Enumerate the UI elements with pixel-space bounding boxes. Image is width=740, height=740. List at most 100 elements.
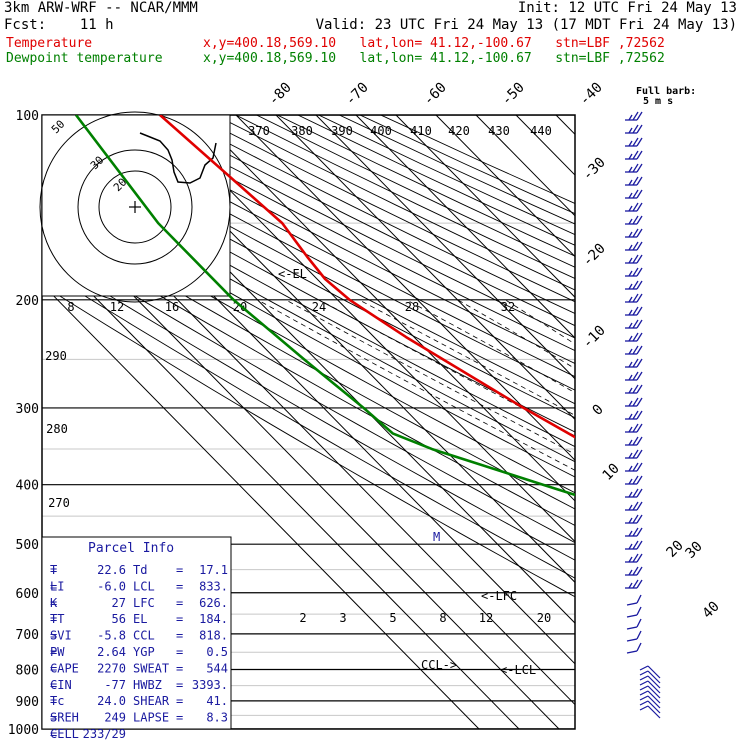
wind-barb	[625, 228, 643, 238]
temp-legend-label: Temperature	[6, 36, 93, 51]
wind-barb-flag	[632, 228, 639, 238]
wind-barb-flag	[628, 127, 633, 134]
wind-barb-flag	[636, 642, 642, 652]
parcel-row-value: 17.1	[199, 563, 228, 577]
parcel-row-value: 22.6	[97, 563, 126, 577]
wind-barb-flag	[636, 345, 643, 355]
wind-barb-flag	[628, 387, 633, 394]
wind-barb-flag	[628, 244, 633, 251]
wind-barb-staff	[626, 626, 638, 630]
parcel-row-label: TT	[50, 612, 64, 626]
parcel-row-value: 184.	[199, 612, 228, 626]
pressure-tick-label: 400	[16, 479, 39, 494]
theta-side-label: 280	[46, 422, 68, 436]
wind-barb	[625, 267, 643, 277]
wind-barb-flag	[632, 488, 639, 498]
wind-barb-flag	[632, 267, 639, 277]
temperature-tick-label: -70	[343, 80, 372, 109]
wind-barb	[626, 606, 642, 618]
wind-barb-flag	[639, 705, 649, 711]
theta-tick-label: 440	[530, 124, 552, 138]
wind-barb-flag	[636, 436, 643, 446]
init-time: Init: 12 UTC Fri 24 May 13	[517, 0, 737, 16]
wind-barb-flag	[636, 397, 643, 407]
wind-barb	[625, 397, 643, 407]
parcel-row-label: SVI	[50, 629, 72, 643]
wind-barb-flag	[632, 514, 639, 524]
wind-barb-flag	[636, 137, 643, 147]
temperature-tick-label: -10	[580, 323, 609, 352]
wind-barb-flag	[628, 218, 633, 225]
wind-barb	[625, 137, 643, 147]
dry-adiabat-line	[42, 284, 575, 598]
pressure-tick-label: 600	[16, 587, 39, 602]
wind-barb-flag	[632, 579, 639, 589]
parcel-row-label: LAPSE	[133, 711, 169, 725]
wind-barb-flag	[632, 306, 639, 316]
wind-barb	[625, 488, 643, 498]
wind-barb-flag	[628, 166, 633, 173]
wind-barb	[625, 254, 643, 264]
wind-barb-flag	[636, 527, 643, 537]
wind-barb-flag	[628, 140, 633, 147]
isotherm-line	[42, 242, 520, 729]
pressure-tick-label: 500	[16, 538, 39, 553]
wind-barb	[625, 358, 643, 368]
parcel-row-value: 2.64	[97, 645, 126, 659]
dry-adiabat-line	[42, 225, 575, 526]
valid-time: Valid: 23 UTC Fri 24 May 13 (17 MDT Fri …	[315, 17, 737, 33]
temperature-tick-label: 40	[700, 599, 723, 622]
wind-barb-flag	[632, 293, 639, 303]
wind-barb-flag	[628, 426, 633, 433]
theta-side-label: 290	[45, 349, 67, 363]
wind-barb-staff	[647, 685, 661, 699]
wind-barb	[625, 501, 643, 511]
wind-barb	[639, 680, 661, 694]
isotherm-line	[475, 115, 575, 217]
wind-barb	[625, 176, 643, 186]
dry-adiabat-line	[49, 115, 575, 391]
temperature-tick-label: -30	[580, 155, 609, 184]
wind-barb-flag	[628, 361, 633, 368]
wind-barb-flag	[636, 358, 643, 368]
pressure-tick-label: 1000	[8, 723, 39, 738]
wind-barb-flag	[632, 527, 639, 537]
wind-barb-flag	[636, 150, 643, 160]
wind-barb	[625, 579, 643, 589]
wind-barb-flag	[639, 670, 649, 676]
wind-barb-flag	[636, 594, 642, 604]
wind-barb-flag	[636, 267, 643, 277]
parcel-row-label: SHEAR	[133, 694, 170, 708]
wind-barb-flag	[632, 150, 639, 160]
wind-barb	[625, 111, 643, 121]
parcel-row-value: 818.	[199, 629, 228, 643]
wind-barb-flag	[632, 254, 639, 264]
dry-adiabat-line	[42, 158, 575, 448]
wind-barb-flag	[628, 413, 633, 420]
theta-tick-label: 390	[331, 124, 353, 138]
wind-barb-staff	[647, 670, 661, 684]
wind-barb-flag	[636, 332, 643, 342]
dry-adiabat-line	[235, 115, 575, 280]
parcel-row-value: 626.	[199, 596, 228, 610]
wind-barb-flag	[636, 566, 643, 576]
wind-barb	[625, 436, 643, 446]
wind-barb-flag	[632, 566, 639, 576]
isotherm-line	[596, 115, 740, 729]
wind-barb-flag	[628, 231, 633, 238]
isotherm-line	[235, 115, 575, 461]
wind-barb-flag	[636, 579, 643, 589]
parcel-row-label: LCL	[133, 579, 155, 593]
pressure-tick-label: 200	[16, 294, 39, 309]
wind-barb	[625, 371, 643, 381]
wind-barb-staff	[626, 602, 638, 606]
dry-adiabat-line	[42, 146, 575, 433]
parcel-row-label: LI	[50, 579, 64, 593]
wind-barb	[625, 527, 643, 537]
pressure-tick-label: 800	[16, 663, 39, 678]
wind-barb	[625, 410, 643, 420]
parcel-row-label: SREH	[50, 711, 79, 725]
parcel-row-eq: =	[50, 612, 57, 626]
parcel-row-eq: =	[50, 645, 57, 659]
